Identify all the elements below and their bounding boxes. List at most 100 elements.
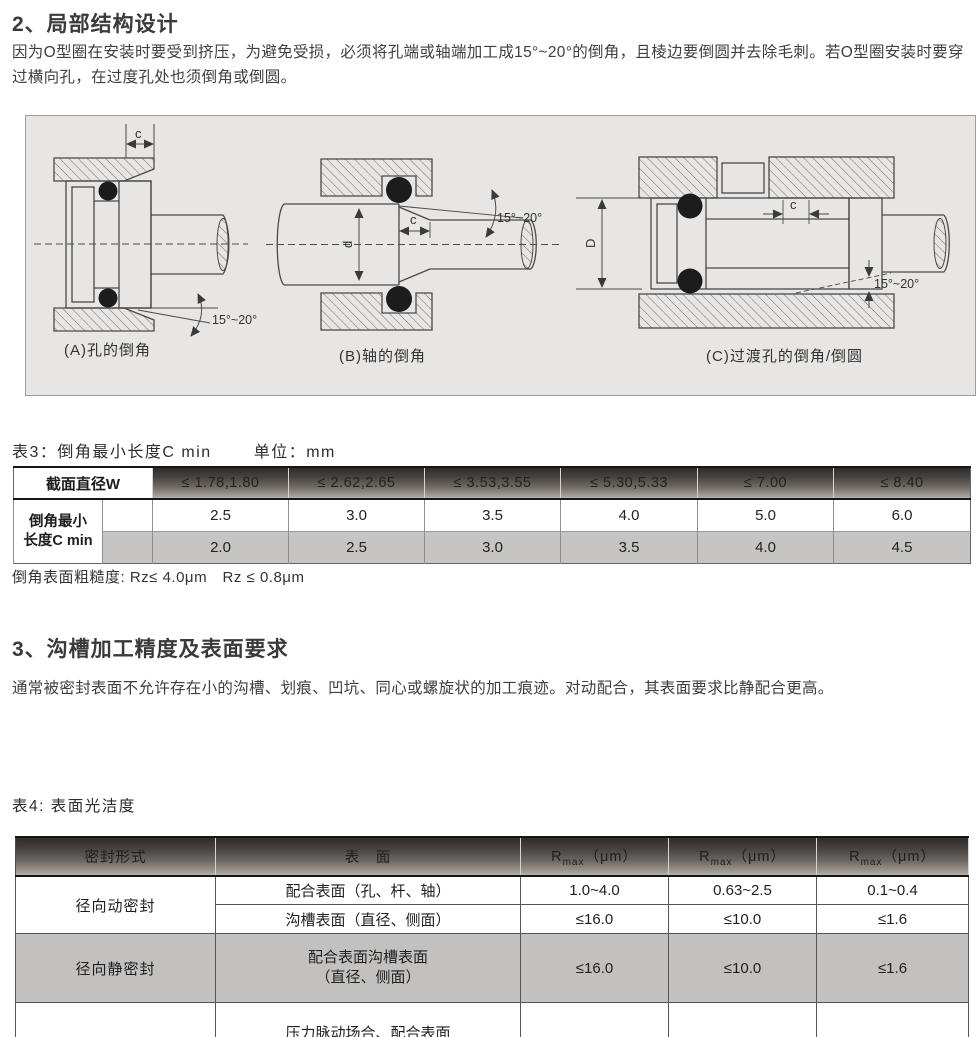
- table4-seal-label: 径向静密封: [15, 933, 216, 1003]
- table4-seal-label: 轴向静密封: [15, 1002, 216, 1037]
- caption-b: (B)轴的倒角: [339, 348, 426, 365]
- dim-D-label: D: [583, 239, 598, 248]
- dim-c-label: c: [790, 197, 797, 212]
- chamfer-extension: [795, 272, 892, 294]
- caption-a: (A)孔的倒角: [64, 342, 151, 359]
- table3-row-label: 倒角最小 长度C min: [13, 498, 103, 564]
- table3-cell: 2.5: [152, 498, 289, 532]
- table4-header-surface: 表 面: [215, 836, 521, 877]
- dim-c-label: c: [410, 212, 417, 227]
- table4-row: 沟槽表面（直径、侧面） ≤16.0 ≤10.0 ≤1.6: [16, 904, 969, 934]
- o-ring-section: [386, 286, 412, 312]
- table4-value-cell: ≤10.0: [668, 933, 817, 1003]
- table4-value-cell: ≤1.6: [816, 933, 969, 1003]
- roughness-note: 倒角表面粗糙度: Rz≤ 4.0μm Rz ≤ 0.8μm: [12, 569, 305, 586]
- chamfer-edge: [398, 206, 431, 221]
- table3-cell: 5.0: [697, 498, 834, 532]
- chamfer-edge: [398, 268, 431, 283]
- diagram-b-shaft-chamfer: [266, 158, 561, 331]
- table3-chamfer-min-length: 截面直径W ≤ 1.78,1.80 ≤ 2.62,2.65 ≤ 3.53,3.5…: [13, 466, 972, 564]
- table4-header-row: 密封形式 表 面 Rmax（μm） Rmax（μm） Rmax（μm）: [15, 836, 969, 877]
- table3-spacer-cell: [101, 531, 153, 564]
- diagram-a-hole-chamfer: [34, 124, 248, 337]
- table3-cell: 4.0: [697, 531, 834, 564]
- dim-c-label: c: [135, 126, 142, 141]
- table4-seal-label: 径向动密封: [15, 875, 216, 934]
- table4-header-seal-type: 密封形式: [15, 836, 216, 877]
- section3-heading: 3、沟槽加工精度及表面要求: [12, 638, 289, 661]
- caption-c: (C)过渡孔的倒角/倒圆: [706, 348, 863, 365]
- table4-title: 表4: 表面光洁度: [12, 798, 136, 815]
- table4-row: 径向动密封 配合表面（孔、杆、轴） 1.0~4.0 0.63~2.5 0.1~0…: [15, 875, 969, 934]
- table3-header-row: 截面直径W ≤ 1.78,1.80 ≤ 2.62,2.65 ≤ 3.53,3.5…: [13, 466, 971, 500]
- table3-cell: 6.0: [833, 498, 971, 532]
- hatched-housing-top: [768, 156, 895, 199]
- table3-col-header: ≤ 7.00: [697, 466, 834, 500]
- hatched-housing-bottom: [320, 292, 433, 331]
- table3-cell: 2.5: [288, 531, 425, 564]
- hatched-housing-top: [638, 156, 718, 199]
- table4-value-cell: 0.1~0.4: [816, 875, 969, 905]
- angle-label: 15°~20°: [212, 313, 257, 327]
- dim-d-label: d: [340, 241, 355, 248]
- table4-value-cell: ≤10.0: [668, 904, 817, 934]
- table4-value-cell: ≤16.3: [816, 1002, 969, 1037]
- chamfer-extension: [398, 205, 524, 219]
- table3-cell: 3.0: [424, 531, 561, 564]
- table4-value-cell: ≤16.0: [520, 904, 669, 934]
- table3-cell: 3.5: [424, 498, 561, 532]
- table4-value-cell: ≤10.0: [520, 1002, 669, 1037]
- table3-title: 表3：倒角最小长度C min: [12, 444, 212, 461]
- table4-value-cell: ≤1.6: [816, 904, 969, 934]
- table4-row: 径向静密封 配合表面沟槽表面 （直径、侧面） ≤16.0 ≤10.0 ≤1.6: [15, 933, 969, 1003]
- table3-col-header: ≤ 3.53,3.55: [424, 466, 561, 500]
- o-ring-section: [98, 181, 118, 201]
- table3-cell: 3.0: [288, 498, 425, 532]
- table4-surface-cell: 配合表面沟槽表面 （直径、侧面）: [215, 933, 521, 1003]
- table4-surface-cell: 压力脉动场合、配合表面 沟槽表面（直径、侧面）: [215, 1002, 521, 1037]
- table3-title-row: 表3：倒角最小长度C min 单位：mm: [12, 438, 336, 462]
- table3-spacer-cell: [101, 498, 153, 532]
- shaft-break-end: [276, 203, 285, 286]
- transverse-hole: [721, 162, 765, 194]
- table4-value-cell: 0.63~2.5: [668, 875, 817, 905]
- hatched-housing-bottom: [53, 307, 155, 332]
- table3-row2: 2.0 2.5 3.0 3.5 4.0 4.5: [14, 531, 971, 564]
- table3-cell: 4.0: [560, 498, 698, 532]
- table3-cell: 2.0: [152, 531, 289, 564]
- o-ring-section: [677, 268, 703, 294]
- table4-value-cell: ≤16.3: [668, 1002, 817, 1037]
- section2-heading: 2、局部结构设计: [12, 13, 179, 36]
- table3-row1: 倒角最小 长度C min 2.5 3.0 3.5 4.0 5.0 6.0: [13, 498, 971, 564]
- hatched-housing-top: [53, 157, 155, 182]
- section3-paragraph: 通常被密封表面不允许存在小的沟槽、划痕、凹坑、同心或螺旋状的加工痕迹。对动配合，…: [12, 680, 834, 697]
- table3-col-header: ≤ 1.78,1.80: [152, 466, 289, 500]
- table4-surface-cell: 沟槽表面（直径、侧面）: [215, 904, 521, 934]
- table3-col-header: ≤ 5.30,5.33: [560, 466, 698, 500]
- table4-value-cell: ≤16.0: [520, 933, 669, 1003]
- hatched-housing-top: [320, 158, 433, 197]
- diagram-c-transition-hole: [576, 156, 950, 329]
- o-ring-section: [677, 193, 703, 219]
- hatched-housing-bottom: [638, 293, 895, 329]
- o-ring-section: [98, 288, 118, 308]
- o-ring-section: [386, 177, 412, 203]
- table4-surface-cell: 配合表面（孔、杆、轴）: [215, 875, 521, 905]
- table3-col-header: ≤ 2.62,2.65: [288, 466, 425, 500]
- table4-row: 轴向静密封 压力脉动场合、配合表面 沟槽表面（直径、侧面） ≤10.0 ≤16.…: [15, 1002, 969, 1037]
- table3-unit: 单位：mm: [253, 444, 336, 461]
- angle-label: 15°~20°: [497, 211, 542, 225]
- table3-cell: 4.5: [833, 531, 971, 564]
- table3-cell: 3.5: [560, 531, 698, 564]
- chamfer-diagram-panel: c 15°~20° (A)孔的倒角: [25, 115, 976, 396]
- table4-surface-finish: 密封形式 表 面 Rmax（μm） Rmax（μm） Rmax（μm） 径向动密…: [15, 836, 969, 1037]
- table4-header-rmax: Rmax（μm）: [816, 836, 969, 877]
- chamfer-diagrams-svg: c 15°~20° (A)孔的倒角: [34, 124, 950, 365]
- table3-col-header: ≤ 8.40: [833, 466, 971, 500]
- section2-paragraph: 因为O型圈在安装时要受到挤压，为避免受损，必须将孔端或轴端加工成15°~20°的…: [12, 44, 964, 86]
- table3-corner-header: 截面直径W: [13, 466, 153, 500]
- angle-label: 15°~20°: [874, 277, 919, 291]
- table4-header-rmax: Rmax（μm）: [520, 836, 669, 877]
- table4-header-rmax: Rmax（μm）: [668, 836, 817, 877]
